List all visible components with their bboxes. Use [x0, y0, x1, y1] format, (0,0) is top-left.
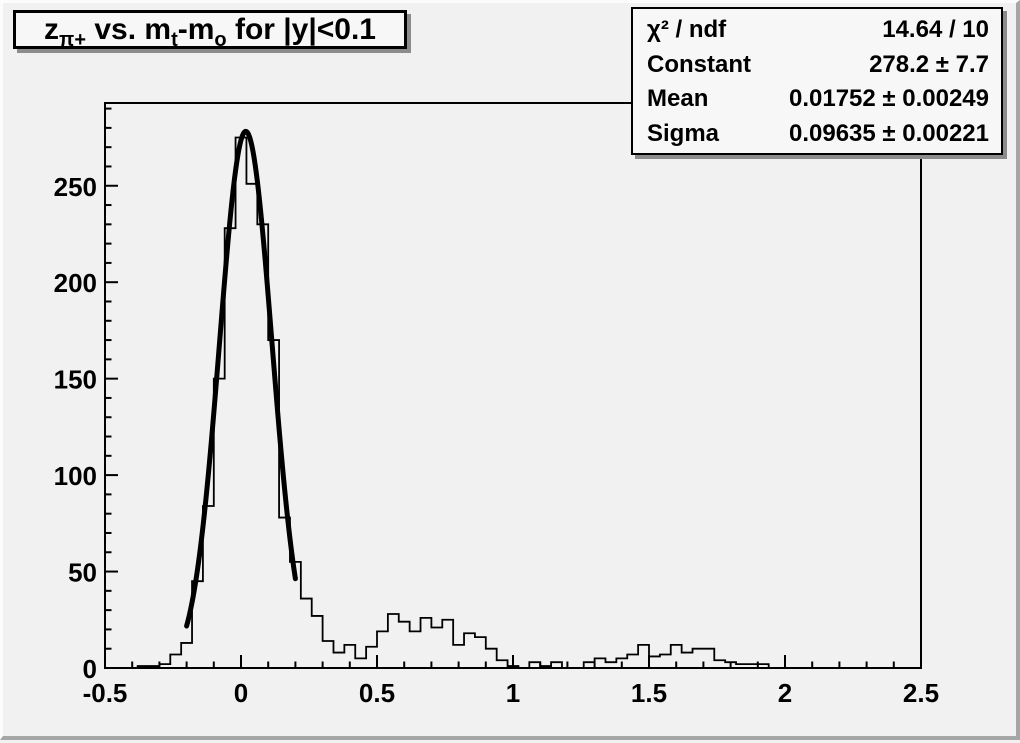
plot-frame: [104, 102, 922, 669]
y-axis-tick-label: 150: [54, 365, 97, 395]
y-axis-tick-label: 200: [54, 268, 97, 298]
title-subscript: t: [171, 28, 178, 51]
title-subscript: o: [214, 28, 227, 51]
title-segment: for |y|<0.1: [226, 12, 376, 46]
x-axis-tick-label: 1: [506, 678, 520, 708]
stats-label: Mean: [647, 85, 709, 113]
title-subscript: π+: [59, 28, 86, 51]
title-segment: z: [44, 12, 59, 46]
y-axis-tick-label: 250: [54, 172, 97, 202]
y-axis-tick-label: 100: [54, 461, 97, 491]
stats-row: Sigma 0.09635 ± 0.00221: [633, 117, 1001, 152]
gaussian-fit-curve: [184, 128, 298, 629]
title-segment: vs. m: [86, 12, 172, 46]
x-axis-tick-label: 1.5: [631, 678, 667, 708]
histogram-outline: [105, 136, 921, 669]
stats-value: 0.01752 ± 0.00249: [788, 85, 989, 113]
y-axis-tick-label: 0: [83, 654, 97, 684]
title-box: zπ+ vs. mt-mo for |y|<0.1: [13, 10, 407, 50]
stats-value: 14.64 / 10: [882, 16, 989, 44]
stats-value: 0.09635 ± 0.00221: [788, 119, 989, 147]
x-axis-tick-label: 0.5: [359, 678, 395, 708]
x-axis-tick-label: 2.5: [903, 678, 939, 708]
stats-label: Sigma: [647, 119, 720, 147]
x-axis-tick-label: 0: [234, 678, 248, 708]
stats-row: χ² / ndf 14.64 / 10: [633, 13, 1001, 48]
y-axis-tick-label: 50: [68, 558, 97, 588]
stats-box: χ² / ndf 14.64 / 10 Constant 278.2 ± 7.7 Mea…: [631, 7, 1003, 155]
x-axis-tick-label: 2: [778, 678, 792, 708]
stats-value: 278.2 ± 7.7: [869, 50, 989, 78]
page-title: zπ+ vs. mt-mo for |y|<0.1: [44, 12, 376, 50]
x-axis-tick-label: -0.5: [83, 678, 128, 708]
stats-row: Mean 0.01752 ± 0.00249: [633, 82, 1001, 117]
title-segment: -m: [177, 12, 215, 46]
stats-label: Constant: [647, 50, 751, 78]
stats-row: Constant 278.2 ± 7.7: [633, 48, 1001, 83]
stats-label: χ² / ndf: [647, 16, 727, 44]
